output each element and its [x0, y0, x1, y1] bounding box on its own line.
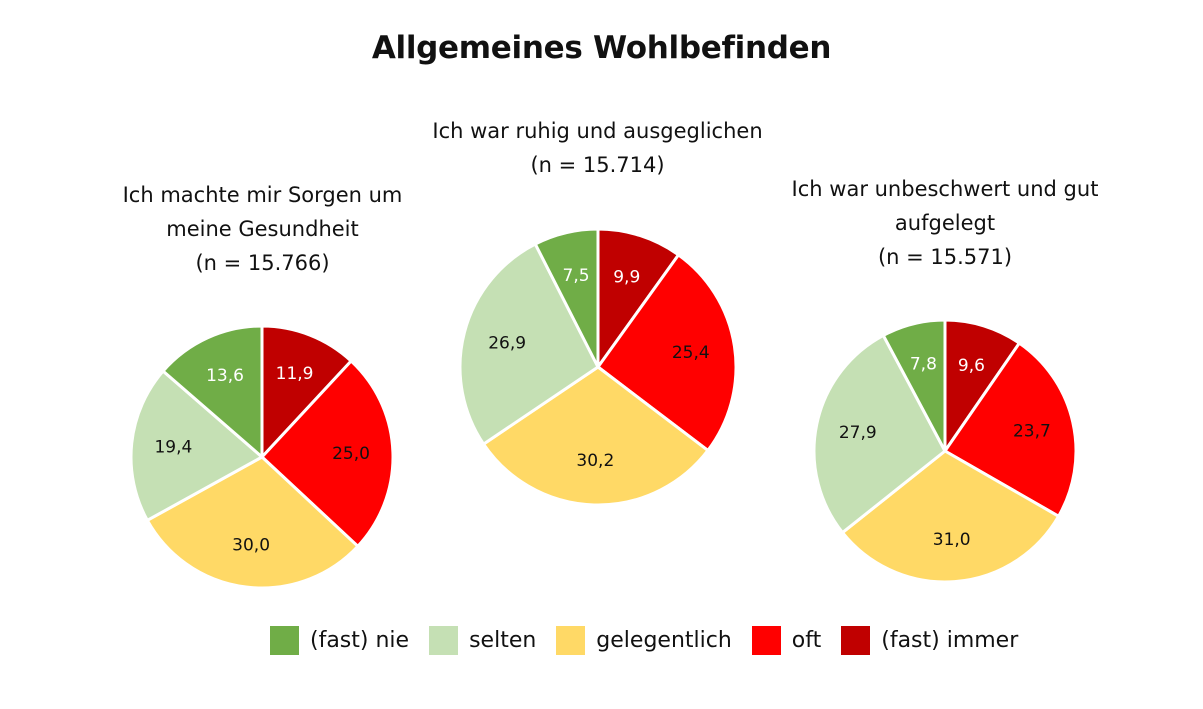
legend-swatch-fast-nie [270, 625, 299, 655]
legend-label: selten [469, 627, 537, 653]
pie-slice-fast-nie [533, 227, 600, 369]
legend-label: (fast) immer [881, 627, 1019, 653]
pie-slice-fast-immer [260, 324, 353, 459]
legend-item: selten [429, 625, 537, 655]
pie-title-line: aufgelegt [894, 211, 996, 235]
data-label: 23,7 [1013, 421, 1051, 441]
pie-title-line: meine Gesundheit [166, 217, 359, 241]
data-label: 27,9 [839, 423, 877, 443]
pie-slice-gelegentlich [841, 449, 1061, 584]
data-label: 11,9 [276, 364, 314, 384]
data-label: 9,9 [613, 268, 640, 288]
pie-slice-gelegentlich [482, 365, 710, 507]
data-label: 30,2 [576, 451, 614, 471]
legend-label: (fast) nie [310, 627, 410, 653]
legend: (fast) nie selten gelegentlich oft (fast… [270, 624, 1038, 656]
data-label: 7,8 [910, 355, 937, 375]
pie-title-line: Ich war unbeschwert und gut [791, 177, 1099, 201]
pie-slice-selten [812, 333, 947, 535]
pie-title-line: Ich war ruhig und ausgeglichen [432, 119, 763, 143]
pie-slice-oft [596, 253, 738, 452]
legend-item: oft [751, 625, 822, 655]
data-label: 7,5 [563, 266, 590, 286]
legend-swatch-oft [751, 625, 781, 655]
pie-slice-oft [260, 359, 395, 548]
pie-slice-fast-nie [161, 324, 264, 459]
data-label: 25,0 [332, 444, 370, 464]
legend-item: (fast) nie [270, 625, 410, 655]
pie-title-line: (n = 15.571) [877, 245, 1013, 269]
legend-item: gelegentlich [556, 625, 732, 655]
pie-slice-selten [129, 369, 264, 522]
pie-title-line: (n = 15.714) [530, 153, 665, 177]
pie-slice-fast-nie [881, 318, 947, 453]
pie-title-line: Ich machte mir Sorgen um [122, 183, 403, 207]
data-label: 26,9 [488, 333, 526, 353]
pie-title-ruhig: Ich war ruhig und ausgeglichen (n = 15.7… [400, 114, 795, 182]
legend-swatch-fast-immer [841, 625, 871, 655]
pie-slice-oft [943, 341, 1078, 518]
data-label: 30,0 [232, 535, 270, 555]
legend-swatch-gelegentlich [556, 625, 586, 655]
pie-title-gesundheit: Ich machte mir Sorgen um meine Gesundhei… [80, 178, 445, 280]
legend-label: oft [791, 627, 822, 653]
data-label: 13,6 [206, 366, 244, 386]
pie-slice-fast-immer [596, 227, 680, 369]
pie-title-line: (n = 15.766) [195, 251, 330, 275]
legend-swatch-selten [429, 625, 459, 655]
pie-slice-fast-immer [943, 318, 1021, 453]
legend-label: gelegentlich [596, 627, 732, 653]
data-label: 19,4 [154, 438, 192, 458]
pie-title-unbeschwert: Ich war unbeschwert und gut aufgelegt (n… [765, 172, 1125, 274]
data-label: 31,0 [933, 530, 971, 550]
chart-title: Allgemeines Wohlbefinden [371, 30, 832, 66]
pie-slice-gelegentlich [145, 455, 360, 590]
data-label: 25,4 [672, 343, 710, 363]
legend-item: (fast) immer [841, 625, 1019, 655]
data-label: 9,6 [958, 356, 985, 376]
pie-slice-selten [458, 242, 600, 446]
